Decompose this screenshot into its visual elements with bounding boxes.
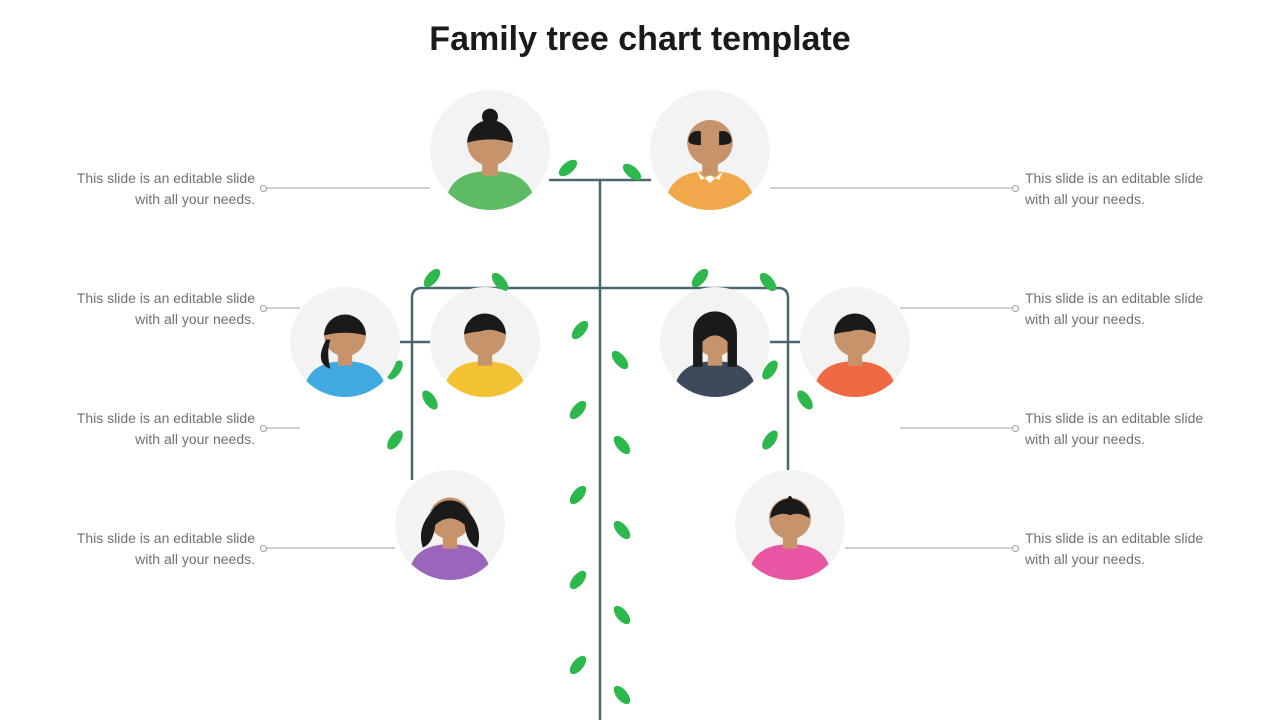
person-daughter2 xyxy=(660,287,770,397)
person-father xyxy=(650,90,770,210)
person-grandchild1 xyxy=(395,470,505,580)
caption-dot xyxy=(260,545,267,552)
caption-3: This slide is an editable slide with all… xyxy=(55,528,255,570)
caption-dot xyxy=(1012,425,1019,432)
person-grandchild2 xyxy=(735,470,845,580)
caption-dot xyxy=(1012,185,1019,192)
caption-dot xyxy=(260,425,267,432)
caption-dot xyxy=(260,185,267,192)
caption-6: This slide is an editable slide with all… xyxy=(1025,408,1225,450)
caption-dot xyxy=(1012,545,1019,552)
caption-0: This slide is an editable slide with all… xyxy=(55,168,255,210)
person-son2 xyxy=(800,287,910,397)
caption-dot xyxy=(1012,305,1019,312)
caption-7: This slide is an editable slide with all… xyxy=(1025,528,1225,570)
person-daughter1 xyxy=(290,287,400,397)
caption-1: This slide is an editable slide with all… xyxy=(55,288,255,330)
caption-5: This slide is an editable slide with all… xyxy=(1025,288,1225,330)
person-son1 xyxy=(430,287,540,397)
caption-4: This slide is an editable slide with all… xyxy=(1025,168,1225,210)
caption-2: This slide is an editable slide with all… xyxy=(55,408,255,450)
tree-canvas xyxy=(0,0,1280,720)
person-mother xyxy=(430,90,550,210)
caption-dot xyxy=(260,305,267,312)
